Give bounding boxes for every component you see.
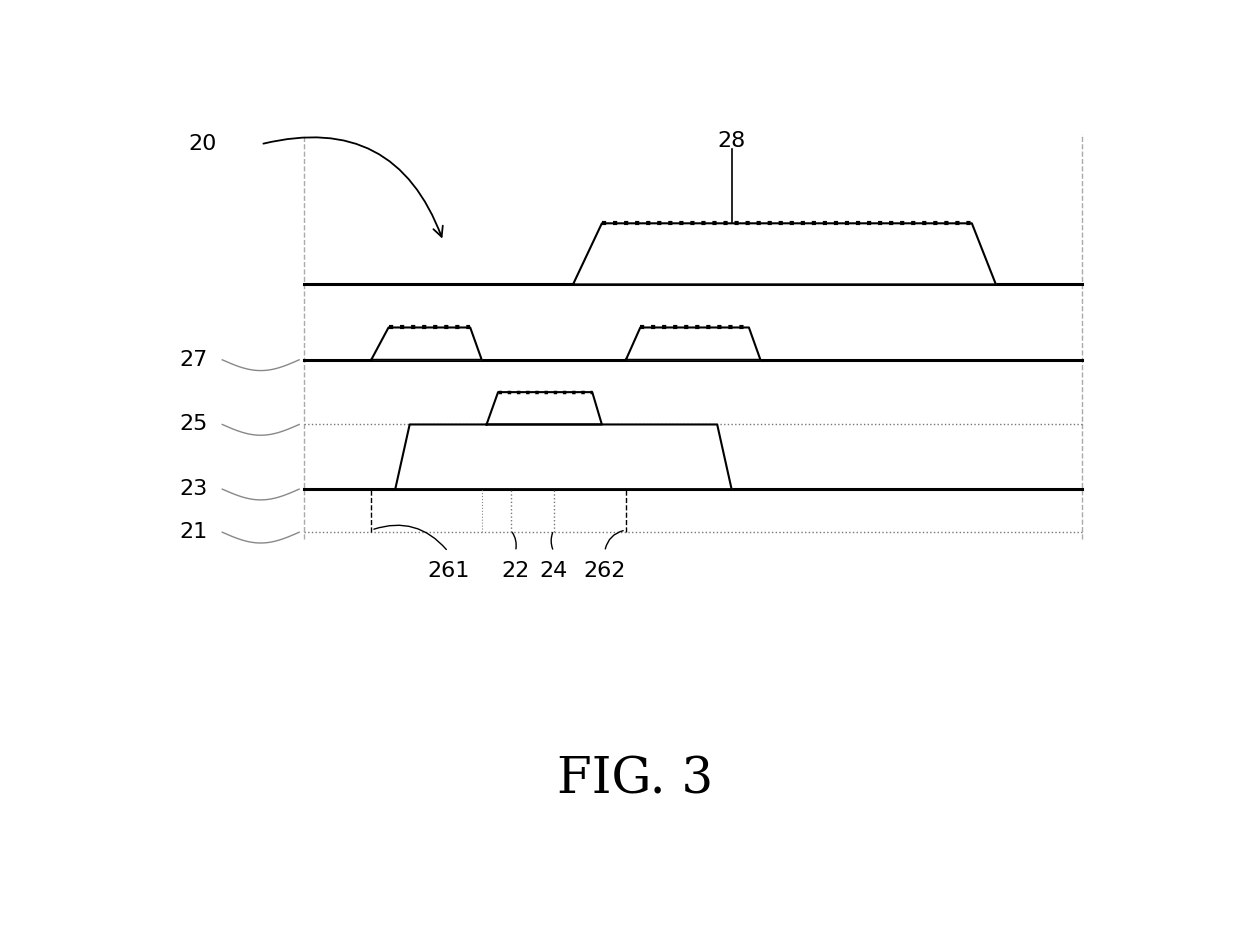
- Polygon shape: [573, 223, 996, 285]
- Text: 23: 23: [180, 480, 208, 499]
- Text: 28: 28: [718, 131, 745, 151]
- Polygon shape: [396, 425, 732, 489]
- Text: 20: 20: [188, 134, 217, 154]
- Text: 261: 261: [427, 561, 469, 581]
- Text: 21: 21: [180, 522, 208, 542]
- Text: 24: 24: [539, 561, 568, 581]
- Text: 27: 27: [180, 350, 208, 369]
- Text: 262: 262: [584, 561, 626, 581]
- Polygon shape: [626, 327, 760, 360]
- Text: 22: 22: [501, 561, 529, 581]
- Text: 25: 25: [180, 414, 208, 435]
- Text: FIG. 3: FIG. 3: [557, 756, 714, 805]
- Polygon shape: [371, 327, 481, 360]
- Polygon shape: [486, 392, 601, 425]
